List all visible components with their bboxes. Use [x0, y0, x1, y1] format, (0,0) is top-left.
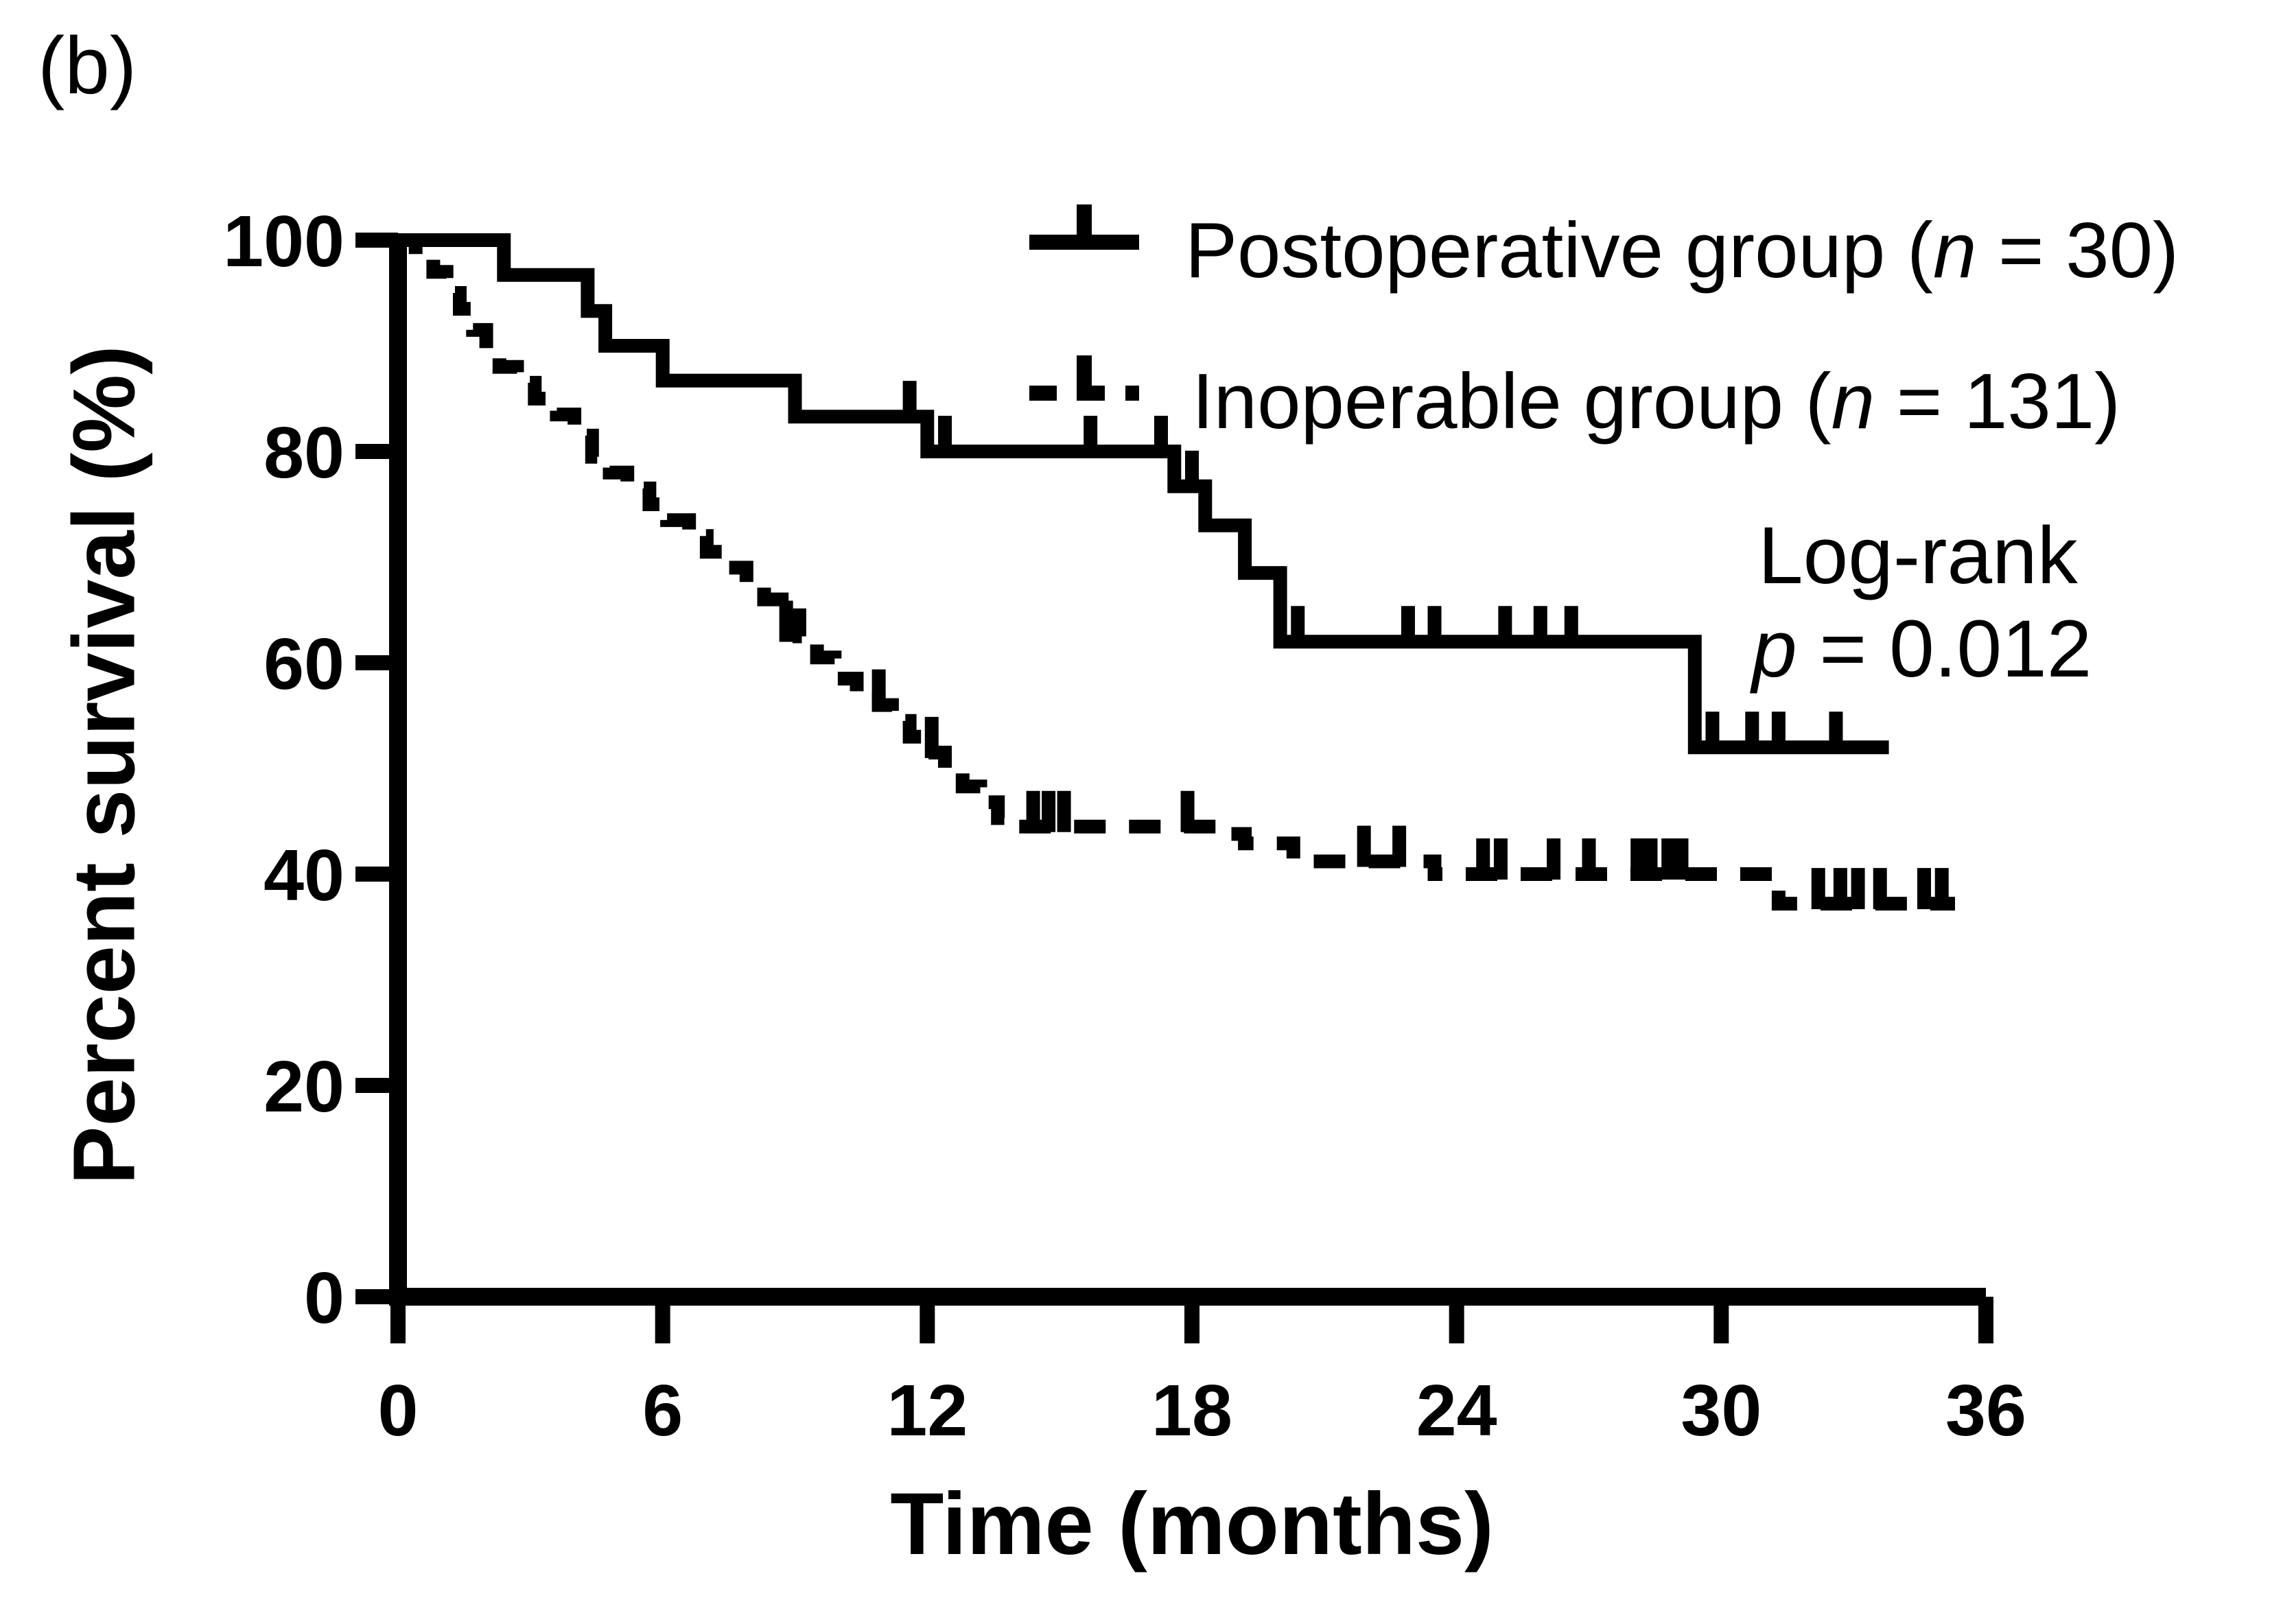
x-tick-label: 0: [378, 1370, 419, 1451]
x-tick-label: 36: [1945, 1370, 2026, 1451]
survival-curve-inoperable: [398, 233, 1955, 911]
legend-label-postoperative-suffix: = 30): [1976, 207, 2179, 294]
legend-label-inoperable: Inoperable group (n = 131): [1192, 357, 2120, 447]
legend-label-inoperable-n: n: [1831, 358, 1875, 445]
x-axis-title: Time (months): [890, 1475, 1494, 1573]
y-tick-label: 40: [264, 835, 344, 916]
pvalue-suffix: = 0.012: [1796, 604, 2092, 694]
legend-label-postoperative-prefix: Postoperative group (: [1185, 207, 1933, 294]
survival-curve-postoperative: [398, 233, 1889, 755]
legend-label-postoperative-n: n: [1932, 207, 1977, 294]
y-tick-label: 20: [264, 1046, 344, 1127]
legend-label-postoperative: Postoperative group (n = 30): [1185, 206, 2179, 296]
legend-label-inoperable-suffix: = 131): [1875, 358, 2121, 445]
pvalue-annotation: p = 0.012: [1752, 602, 2092, 696]
legend-label-inoperable-prefix: Inoperable group (: [1192, 358, 1831, 445]
panel-label: (b): [38, 21, 137, 111]
x-tick-label: 18: [1151, 1370, 1232, 1451]
x-tick-label: 30: [1681, 1370, 1762, 1451]
x-tick-label: 6: [642, 1370, 683, 1451]
y-tick-label: 0: [304, 1258, 344, 1339]
pvalue-symbol: p: [1752, 604, 1797, 694]
y-tick-label: 80: [264, 412, 344, 493]
logrank-annotation: Log-rank: [1758, 510, 2078, 601]
y-axis-title: Percent survival (%): [55, 345, 154, 1185]
y-tick-label: 100: [223, 201, 344, 282]
x-tick-label: 24: [1416, 1370, 1497, 1451]
x-tick-label: 12: [887, 1370, 968, 1451]
y-tick-label: 60: [264, 624, 344, 705]
